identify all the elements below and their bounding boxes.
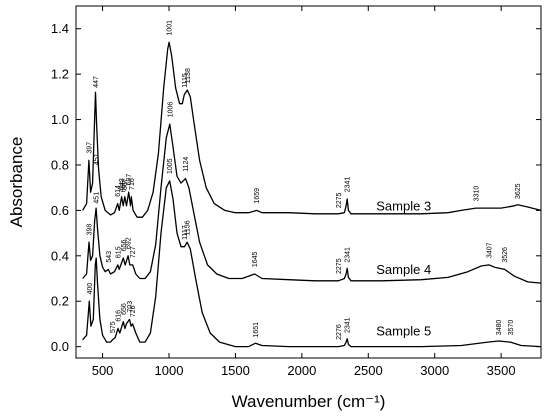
sample-label-2: Sample 4: [376, 262, 431, 277]
peak-label: 1136: [185, 220, 192, 235]
y-tick-label: 1.4: [51, 21, 69, 36]
peak-label: 2275: [336, 192, 343, 208]
peak-label: 703: [127, 301, 134, 313]
peak-label: 667: [122, 178, 129, 190]
x-axis-title: Wavenumber (cm⁻¹): [232, 392, 386, 411]
peak-label: 1645: [252, 251, 259, 267]
x-tick-label: 3000: [420, 363, 449, 378]
peak-label: 2275: [336, 258, 343, 274]
peak-label: 726: [130, 305, 137, 317]
peak-label: 1659: [254, 188, 261, 204]
peak-label: 716: [129, 178, 136, 190]
peak-label: 697: [126, 174, 133, 186]
peak-label: 656: [121, 303, 128, 315]
peak-label: 575: [110, 321, 117, 333]
y-tick-label: 0.2: [51, 294, 69, 309]
peak-label: 2341: [345, 317, 352, 333]
y-tick-label: 0.8: [51, 157, 69, 172]
y-tick-label: 0.0: [51, 339, 69, 354]
sample-label-3: Sample 5: [376, 323, 431, 338]
x-tick-label: 1500: [221, 363, 250, 378]
sample-label-1: Sample 3: [376, 198, 431, 213]
peak-label: 447: [93, 76, 100, 88]
peak-label: 451: [94, 153, 101, 165]
peak-label: 692: [126, 237, 133, 249]
series-line-2: [82, 123, 542, 284]
series-line-1: [82, 41, 542, 218]
spectra-series: [82, 41, 542, 348]
peak-label: 615: [115, 246, 122, 258]
peak-label: 1115: [182, 73, 189, 88]
peak-label: 614: [115, 185, 122, 197]
axis-ticks: 500 1000 1500 2000 2500 3000 3500 0.0 0.2 0.4 0.6 0…: [51, 6, 541, 378]
y-tick-label: 0.6: [51, 203, 69, 218]
peak-label: 3480: [496, 320, 503, 336]
peak-label: 3625: [515, 183, 522, 199]
peak-label: 3526: [502, 247, 509, 263]
peak-label: 2341: [345, 177, 352, 193]
y-tick-label: 0.4: [51, 248, 69, 263]
peak-label: 397: [86, 142, 93, 154]
peak-annotations: 4473974516146436556676977161001100611151…: [86, 20, 522, 340]
series-line-3: [82, 180, 542, 348]
peak-label: 3310: [473, 186, 480, 202]
peak-label: 656: [121, 239, 128, 251]
peak-label: 727: [130, 246, 137, 258]
peak-label: 3570: [508, 320, 515, 336]
peak-label: 451: [94, 192, 101, 204]
peak-label: 1138: [185, 68, 192, 83]
peak-label: 3407: [486, 242, 493, 258]
peak-label: 543: [106, 251, 113, 263]
peak-label: 400: [87, 283, 94, 295]
peak-label: 1124: [183, 157, 190, 172]
peak-label: 1001: [167, 20, 174, 36]
peak-label: 2341: [345, 247, 352, 263]
y-tick-label: 1.0: [51, 112, 69, 127]
peak-label: 616: [115, 310, 122, 322]
y-tick-label: 1.2: [51, 67, 69, 82]
plot-frame: [75, 5, 542, 359]
x-tick-label: 2500: [354, 363, 383, 378]
peak-label: 1117: [182, 225, 189, 240]
x-tick-label: 500: [92, 363, 114, 378]
peak-label: 2276: [336, 324, 343, 340]
peak-label: 655: [121, 180, 128, 192]
y-axis-title: Absorbance: [7, 137, 26, 228]
sample-labels: Sample 3 Sample 4 Sample 5: [376, 198, 431, 338]
x-tick-label: 2000: [287, 363, 316, 378]
peak-label: 398: [87, 224, 94, 236]
peak-label: 643: [119, 178, 126, 190]
x-tick-label: 1000: [155, 363, 184, 378]
peak-label: 1651: [253, 322, 260, 338]
peak-label: 1005: [167, 158, 174, 174]
x-tick-label: 3500: [487, 363, 516, 378]
peak-label: 1006: [167, 102, 174, 118]
